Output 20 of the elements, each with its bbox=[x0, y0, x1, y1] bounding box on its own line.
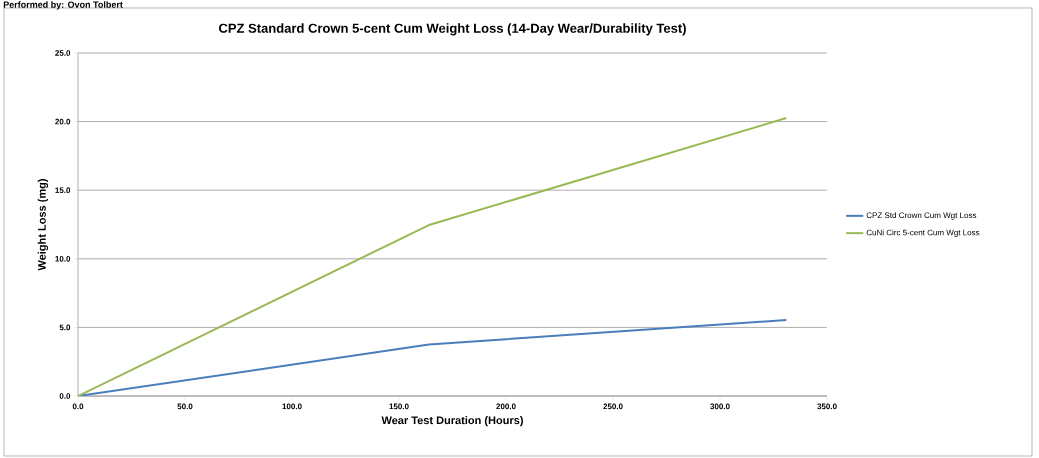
legend-label: CPZ Std Crown Cum Wgt Loss bbox=[866, 212, 977, 220]
x-tick-label: 50.0 bbox=[177, 403, 193, 410]
y-tick-label: 15.0 bbox=[55, 187, 71, 194]
y-axis-title: Weight Loss (mg) bbox=[37, 179, 49, 271]
x-tick-label: 200.0 bbox=[496, 403, 516, 410]
y-tick-label: 25.0 bbox=[55, 50, 71, 56]
text: Performed by: Ovon Tolbert bbox=[3, 1, 123, 10]
x-tick-label: 100.0 bbox=[282, 403, 302, 410]
y-tick-label: 0.0 bbox=[59, 393, 71, 399]
y-tick-label: 5.0 bbox=[59, 324, 71, 331]
chart-title: CPZ Standard Crown 5-cent Cum Weight Loss (14-Day Wear/Durability Test) bbox=[219, 23, 686, 36]
x-axis-title: Wear Test Duration (Hours) bbox=[381, 416, 523, 427]
x-tick-label: 250.0 bbox=[603, 403, 623, 410]
x-tick-label: 150.0 bbox=[389, 403, 409, 410]
x-tick-label: 0.0 bbox=[72, 403, 84, 410]
x-tick-label: 350.0 bbox=[817, 403, 837, 410]
legend-label: CuNi Circ 5-cent Cum Wgt Loss bbox=[866, 229, 980, 237]
y-tick-label: 10.0 bbox=[55, 255, 71, 262]
x-tick-label: 300.0 bbox=[710, 403, 730, 410]
y-tick-label: 20.0 bbox=[55, 118, 71, 125]
